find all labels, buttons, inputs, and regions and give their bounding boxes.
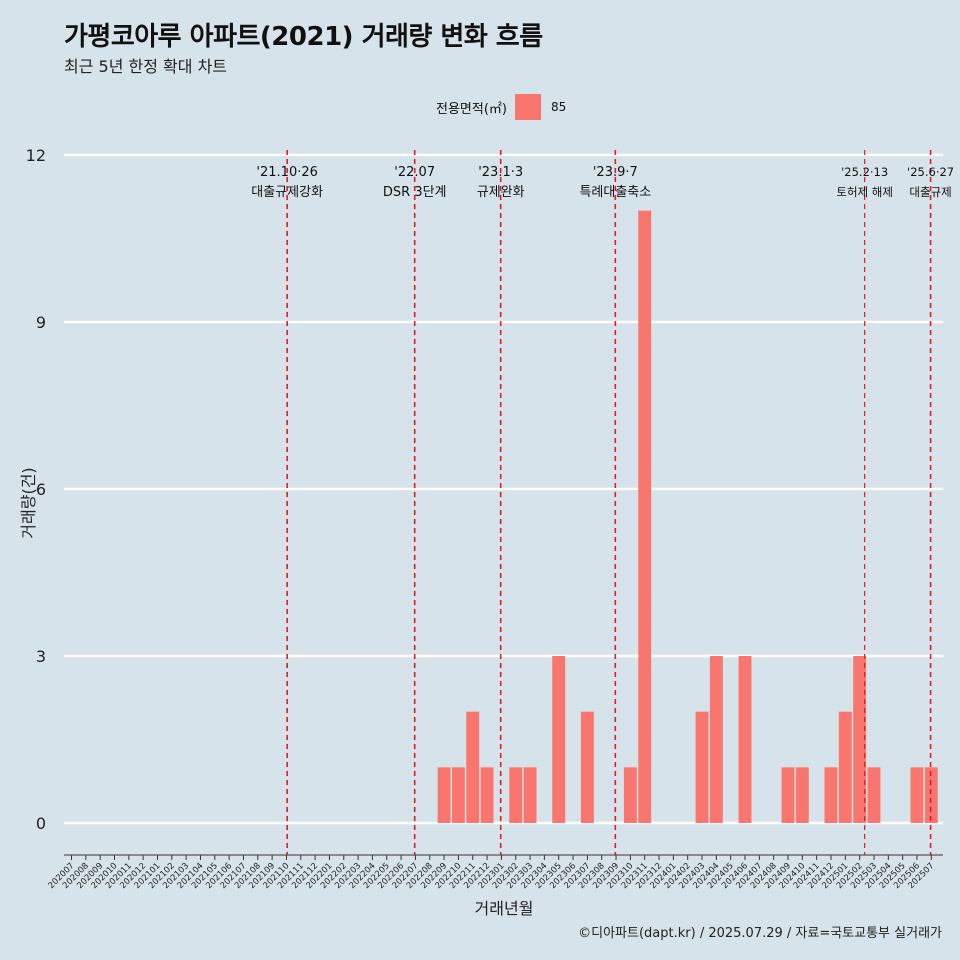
bar — [451, 767, 465, 823]
y-tick-label: 0 — [36, 814, 46, 833]
legend: 전용면적(㎡) 85 — [436, 94, 566, 120]
event-date-label: '25.2·13 — [841, 165, 888, 179]
bar — [695, 711, 709, 823]
y-tick-label: 12 — [26, 146, 46, 165]
bar — [795, 767, 809, 823]
event-date-label: '25.6·27 — [907, 165, 954, 179]
bar — [853, 655, 867, 823]
bar — [824, 767, 838, 823]
legend-title: 전용면적(㎡) — [436, 101, 507, 117]
source-caption: ©디아파트(dapt.kr) / 2025.07.29 / 자료=국토교통부 실… — [578, 926, 942, 941]
chart-title: 가평코아루 아파트(2021) 거래량 변화 흐름 — [64, 22, 543, 52]
legend-item-label: 85 — [550, 100, 567, 114]
bar — [580, 711, 594, 823]
event-name-label: 대출규제 — [909, 185, 951, 199]
bar — [466, 711, 480, 823]
bar — [838, 711, 852, 823]
bar — [480, 767, 494, 823]
legend-swatch — [514, 94, 541, 120]
bar — [910, 767, 924, 823]
bar — [509, 767, 523, 823]
bar — [924, 767, 938, 823]
bar — [437, 767, 451, 823]
y-tick-label: 3 — [36, 647, 46, 666]
bar — [623, 767, 637, 823]
y-tick-label: 6 — [36, 480, 46, 499]
event-date-label: '23.9·7 — [593, 165, 638, 180]
event-date-label: '22.07 — [394, 165, 435, 180]
bar — [867, 767, 881, 823]
event-name-label: 특례대출축소 — [579, 185, 651, 200]
bar — [523, 767, 537, 823]
bar — [552, 655, 566, 823]
event-date-label: '23.1·3 — [478, 165, 523, 180]
event-name-label: 토허제 해제 — [836, 185, 893, 199]
bar — [709, 655, 723, 823]
event-date-label: '21.10·26 — [256, 165, 317, 180]
x-axis-title: 거래년월 — [475, 899, 534, 918]
bar — [781, 767, 795, 823]
y-tick-label: 9 — [36, 313, 46, 332]
event-name-label: 대출규제강화 — [251, 185, 323, 200]
bar — [738, 655, 752, 823]
y-axis-title: 거래량(건) — [19, 467, 38, 538]
event-name-label: 규제완화 — [477, 185, 525, 200]
bar — [638, 210, 652, 823]
chart-subtitle: 최근 5년 한정 확대 차트 — [64, 57, 228, 76]
event-name-label: DSR 3단계 — [383, 185, 447, 200]
